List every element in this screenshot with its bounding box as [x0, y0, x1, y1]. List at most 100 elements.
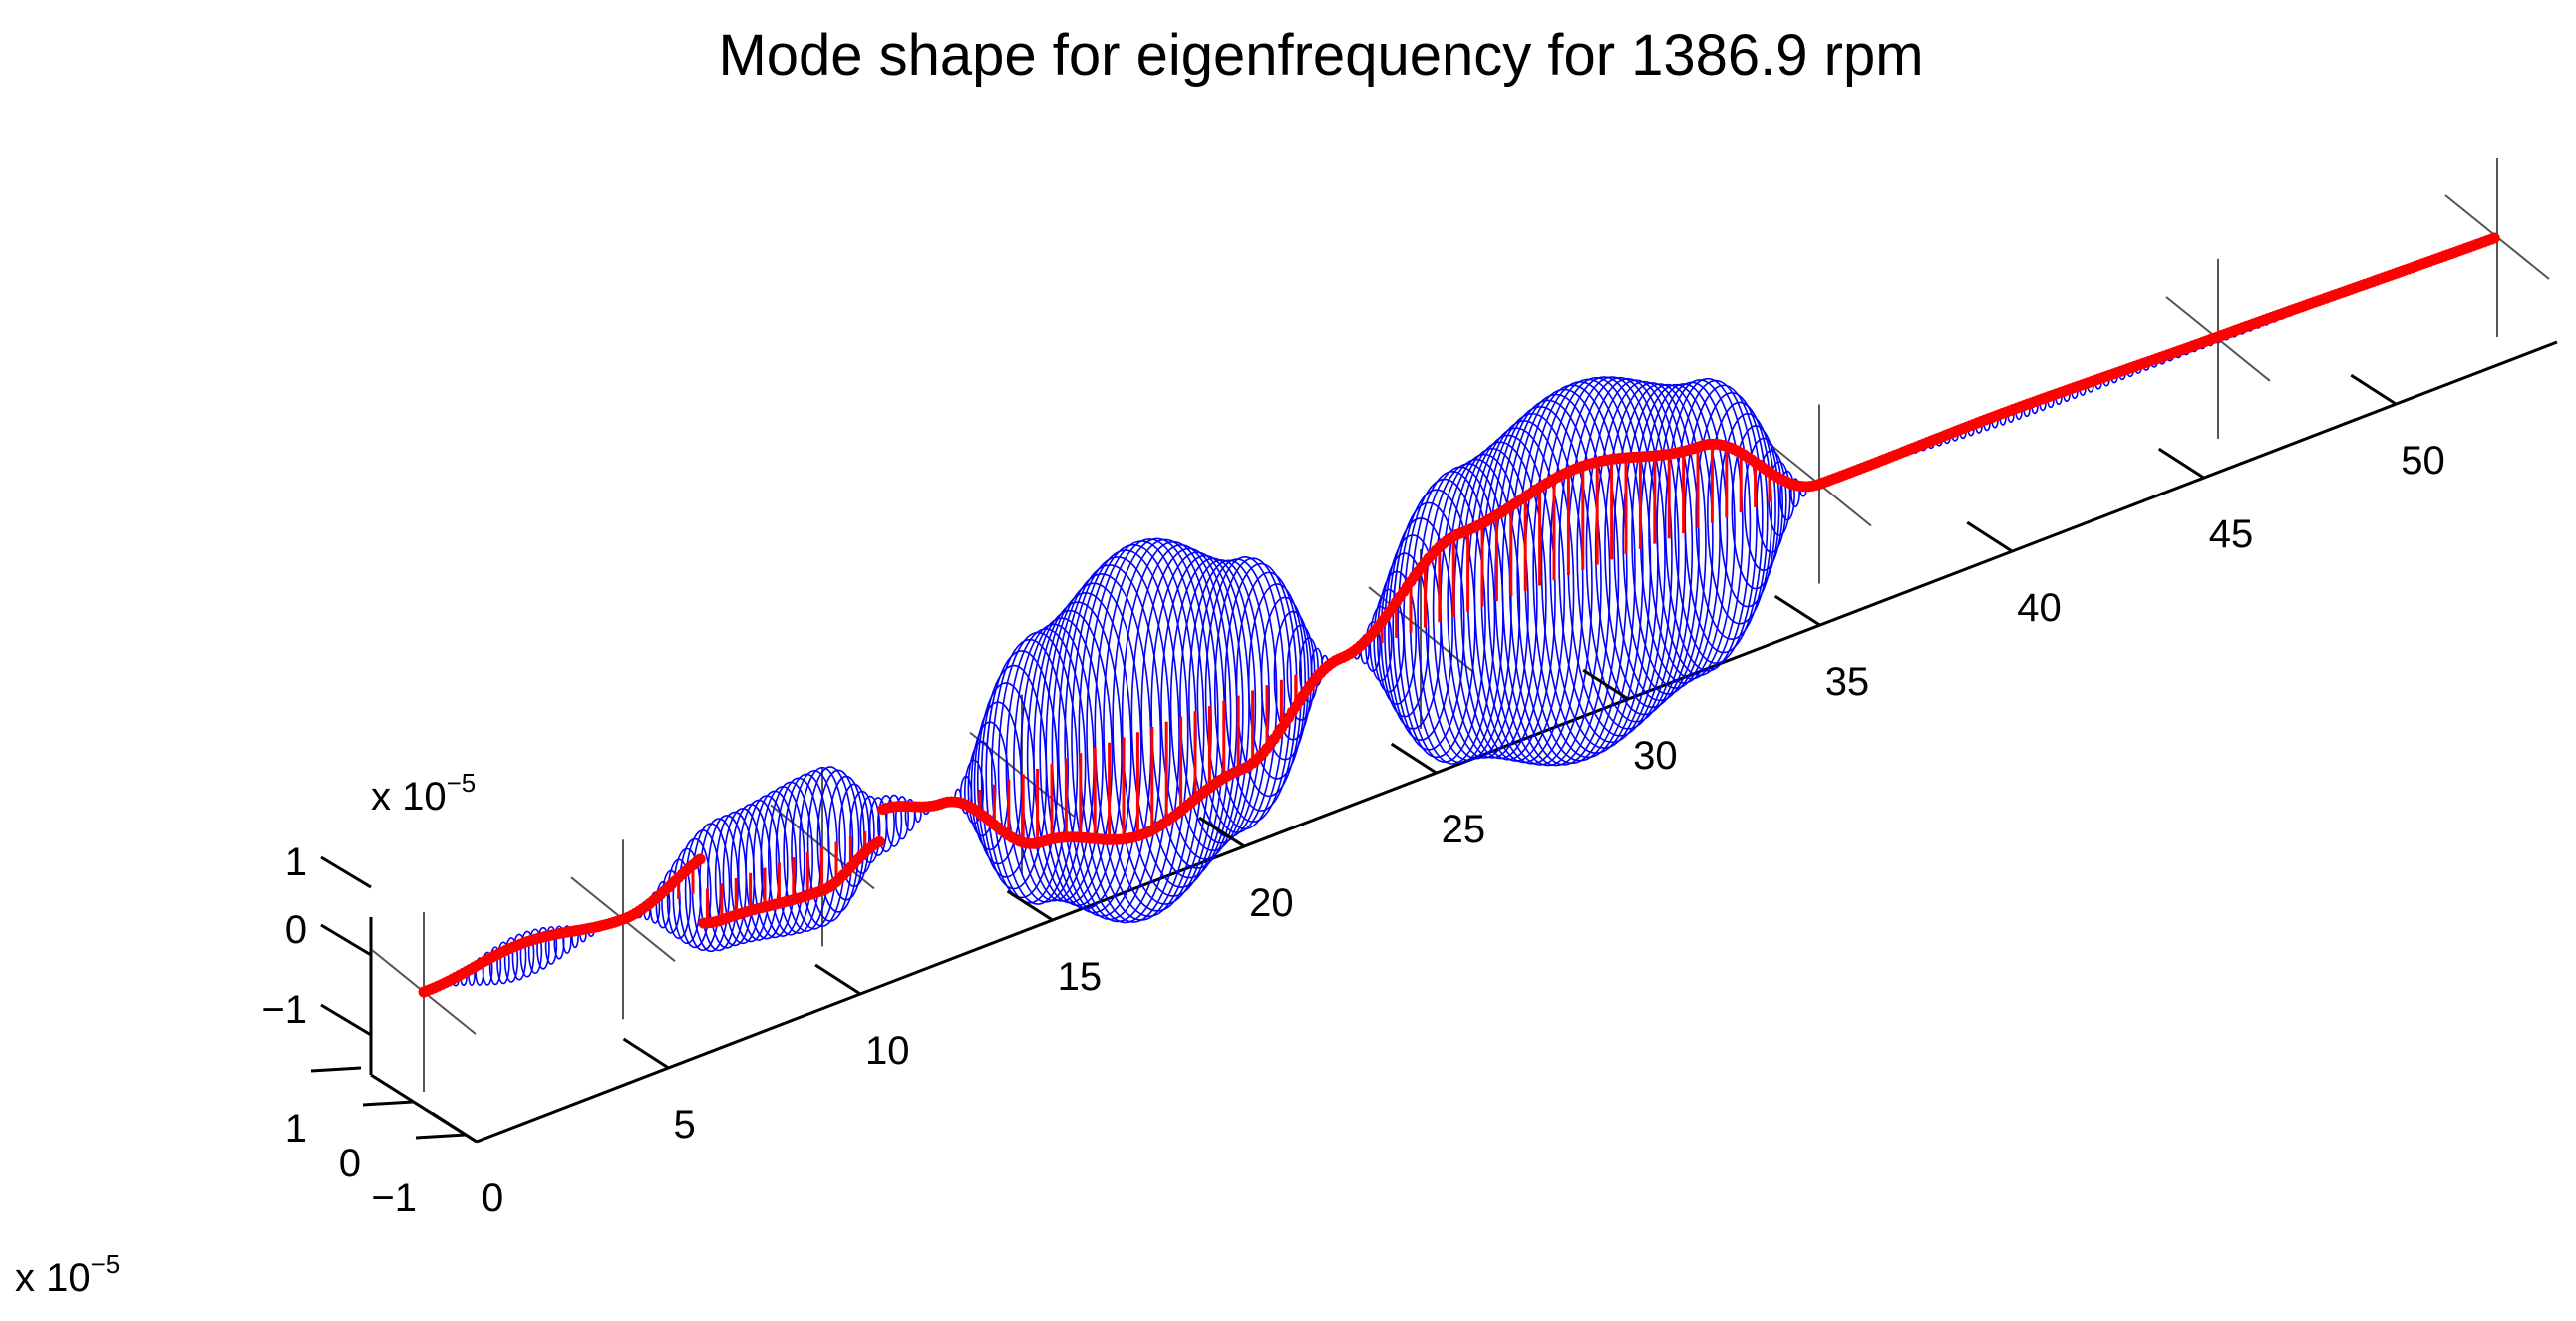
x-tick-mark-1	[622, 1037, 670, 1070]
orbit-ellipse-150	[1622, 383, 1714, 695]
orbit-ellipse-154	[1656, 379, 1744, 677]
orbit-ellipse-46	[799, 766, 846, 928]
orbit-ellipse-52	[859, 795, 881, 864]
orbit-ellipse-9	[503, 937, 519, 983]
orbit-ellipse-162	[1743, 437, 1784, 572]
orbit-ellipse-147	[1594, 380, 1694, 716]
orbit-ellipse-102	[1247, 583, 1307, 780]
x-tick-label-1: 5	[674, 1103, 696, 1147]
orbit-ellipse-6	[482, 951, 493, 986]
orbit-ellipse-84	[1078, 543, 1189, 923]
orbit-ellipse-87	[1103, 537, 1212, 912]
orbit-ellipse-13	[536, 926, 550, 970]
x-tick-mark-10	[2350, 373, 2398, 406]
orbit-ellipse-166	[1790, 478, 1800, 508]
orbit-ellipse-38	[737, 799, 781, 941]
z-tick-label-0: −1	[261, 988, 307, 1032]
orbit-ellipse-82	[1064, 556, 1171, 923]
orbit-ellipse-155	[1664, 377, 1752, 672]
y-tick-label-0: −1	[371, 1176, 417, 1220]
x-tick-label-10: 50	[2401, 439, 2445, 483]
z-exponent-power: −5	[447, 768, 477, 798]
x-tick-mark-4	[1198, 816, 1245, 848]
orbit-ellipse-165	[1779, 470, 1795, 521]
orbit-ellipse-161	[1731, 425, 1780, 590]
orbit-ellipse-48	[816, 769, 860, 913]
x-tick-mark-2	[814, 963, 861, 996]
z-tick-label-1: 0	[285, 908, 307, 952]
orbit-ellipse-145	[1576, 377, 1680, 730]
orbit-ellipse-54	[877, 795, 895, 853]
z-tick-mark-2	[320, 855, 372, 889]
orbit-ellipse-51	[849, 790, 875, 874]
x-tick-mark-5	[1390, 742, 1438, 775]
z-exponent-base: x 10	[371, 775, 447, 819]
x-tick-mark-0	[431, 1111, 478, 1144]
orbit-ellipse-151	[1631, 383, 1721, 689]
x-tick-label-8: 40	[2017, 586, 2062, 630]
x-tick-mark-3	[1006, 889, 1054, 922]
x-tick-mark-8	[1966, 520, 2014, 553]
orbit-ellipse-56	[895, 796, 909, 840]
bearings-group	[371, 158, 2550, 1092]
orbit-ellipse-36	[722, 807, 764, 945]
x-tick-label-7: 35	[1825, 660, 1870, 704]
x-tick-mark-9	[2157, 447, 2205, 480]
y-tick-label-1: 0	[339, 1142, 361, 1185]
x-axis-line	[476, 340, 2558, 1144]
red-point-127	[873, 835, 885, 847]
orbit-ellipse-88	[1112, 538, 1219, 905]
x-tick-label-5: 25	[1442, 808, 1486, 851]
orbit-ellipse-138	[1516, 384, 1628, 765]
orbit-ellipse-163	[1756, 449, 1787, 553]
orbit-ellipse-7	[488, 946, 502, 986]
orbit-ellipse-94	[1169, 557, 1257, 852]
orbit-ellipse-45	[791, 769, 838, 930]
z-tick-mark-0	[320, 1003, 372, 1037]
orbit-ellipse-143	[1558, 376, 1666, 744]
orbit-ellipse-55	[885, 794, 903, 847]
orbit-ellipse-156	[1674, 379, 1758, 664]
z-tick-mark-1	[320, 923, 372, 957]
x-tick-label-2: 10	[865, 1029, 910, 1073]
orbit-ellipse-92	[1150, 551, 1244, 869]
orbit-ellipse-11	[519, 930, 535, 978]
orbit-ellipse-99	[1213, 557, 1293, 823]
y-tick-mark-0	[415, 1133, 467, 1140]
y-tick-label-2: 1	[285, 1107, 307, 1151]
y-axis-exponent-label: x 10−5	[15, 1249, 120, 1300]
orbit-ellipse-79	[1045, 582, 1142, 914]
x-tick-label-0: 0	[482, 1176, 503, 1220]
z-tick-label-2: 1	[285, 840, 307, 884]
orbit-ellipse-159	[1707, 401, 1772, 625]
orbit-ellipse-157	[1684, 384, 1764, 654]
x-tick-mark-6	[1582, 668, 1629, 701]
x-tick-label-4: 20	[1249, 881, 1294, 925]
x-tick-label-9: 45	[2209, 512, 2254, 556]
orbit-ellipse-50	[838, 783, 870, 888]
orbit-ellipse-14	[544, 925, 558, 965]
orbit-ellipse-47	[806, 766, 854, 922]
y-tick-mark-1	[362, 1100, 414, 1107]
orbit-ellipse-33	[699, 818, 739, 952]
red-deflection-series	[418, 232, 2500, 998]
orbit-ellipse-64	[964, 759, 984, 825]
orbit-ellipse-148	[1604, 382, 1700, 709]
y-exponent-power: −5	[91, 1249, 121, 1279]
orbit-ellipse-98	[1204, 556, 1286, 830]
z-axis-exponent-label: x 10−5	[371, 768, 476, 819]
x-tick-mark-7	[1773, 594, 1821, 627]
x-tick-label-3: 15	[1058, 955, 1103, 999]
x-tick-label-6: 30	[1633, 734, 1678, 778]
orbit-ellipse-160	[1719, 412, 1776, 608]
orbit-ellipse-103	[1260, 596, 1310, 761]
red-point-77	[694, 853, 706, 865]
orbit-ellipse-8	[496, 941, 510, 985]
y-exponent-base: x 10	[15, 1256, 91, 1300]
orbit-ellipse-149	[1613, 383, 1707, 702]
orbit-ellipse-70	[985, 650, 1059, 899]
orbit-ellipse-10	[511, 933, 527, 981]
orbit-ellipse-158	[1695, 392, 1769, 640]
